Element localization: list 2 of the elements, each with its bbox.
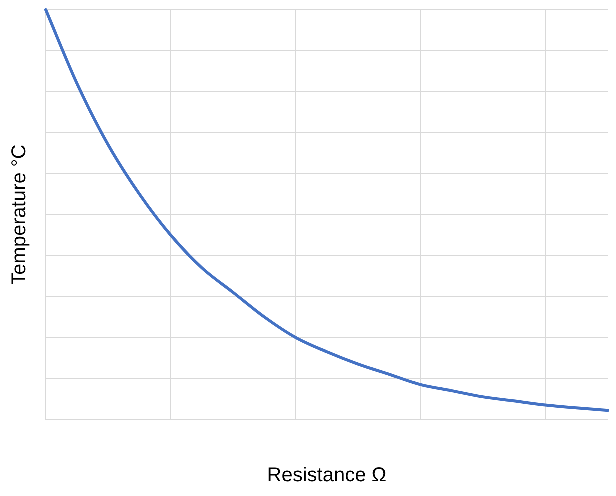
x-axis-title: Resistance Ω [267,464,387,487]
y-axis-title: Temperature °C [8,144,31,285]
